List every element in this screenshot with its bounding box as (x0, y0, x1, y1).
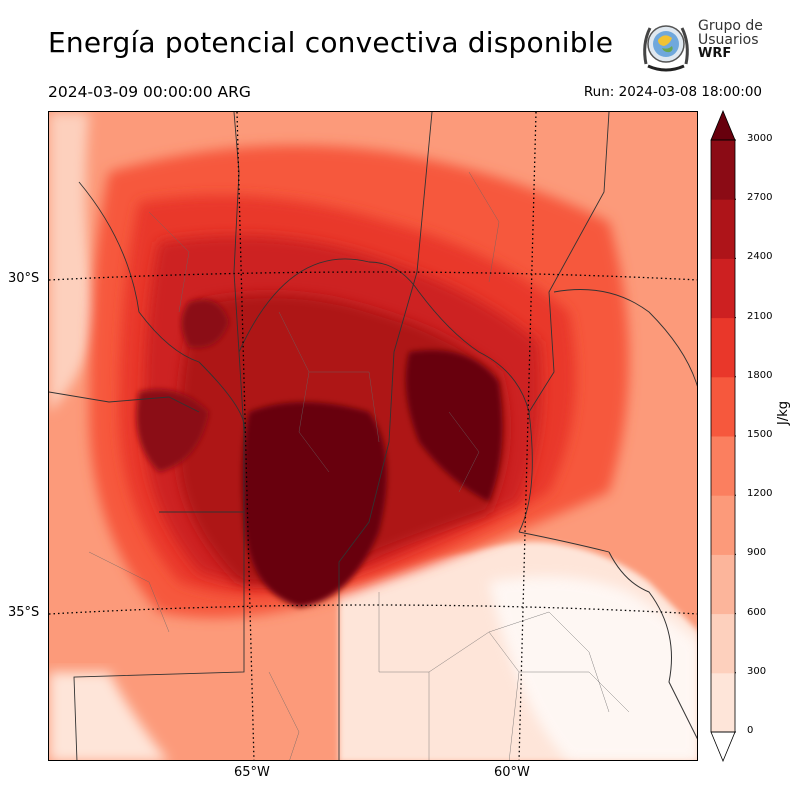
colorbar-extend-max (710, 110, 736, 141)
rio-de-la-plata-coast (608, 551, 697, 740)
wrf-user-group-logo: Grupo de Usuarios WRF (638, 14, 768, 78)
colorbar-band (711, 613, 735, 674)
colorbar-tick-label: 0 (747, 725, 754, 736)
colorbar-tick-label: 2100 (747, 310, 773, 322)
colorbar-band (711, 199, 735, 259)
colorbar-tick-label: 3000 (747, 133, 773, 144)
lon-label-60w: 60°W (494, 765, 530, 780)
cape-field (49, 112, 697, 760)
run-time: Run: 2024-03-08 18:00:00 (583, 84, 762, 100)
colorbar-tick-label: 2400 (747, 251, 773, 263)
lat-label-30s: 30°S (8, 271, 40, 286)
valid-time: 2024-03-09 00:00:00 ARG (48, 83, 251, 101)
colorbar-tick-label: 1800 (747, 369, 773, 381)
colorbar-tick-label: 300 (747, 665, 767, 677)
colorbar-tick-label: 600 (747, 606, 767, 618)
minimal-cape-southeast (489, 576, 697, 760)
low-cape-southwest (49, 672, 168, 760)
logo-line-1: Grupo de (698, 18, 763, 34)
colorbar-band (711, 258, 735, 319)
logo-line-3: WRF (698, 46, 732, 61)
colorbar-band (711, 140, 735, 200)
colorbar-band (711, 376, 735, 437)
colorbar-tick-label: 900 (747, 547, 767, 559)
colorbar-band (711, 436, 735, 496)
cape-max-northwest (181, 299, 229, 348)
logo-line-2: Usuarios (698, 32, 759, 48)
colorbar-tick-label: 1200 (747, 488, 773, 500)
colorbar-extend-min (710, 731, 736, 762)
colorbar-band (711, 672, 735, 733)
chart-title: Energía potencial convectiva disponible (48, 26, 614, 59)
cape-max-east (405, 350, 503, 502)
department-boundaries (88, 171, 630, 760)
lat-label-35s: 35°S (8, 605, 40, 620)
colorbar-unit: J/kg (776, 401, 791, 425)
graticule (49, 112, 697, 760)
colorbar (710, 110, 736, 762)
cape-max-central (242, 402, 387, 607)
colorbar-band (711, 554, 735, 615)
colorbar-band (711, 495, 735, 555)
cape-map (48, 111, 698, 761)
low-cape-west (49, 112, 99, 412)
colorbar-band (711, 317, 735, 378)
colorbar-tick-label: 2700 (747, 192, 773, 204)
globe-emblem-icon (643, 25, 689, 72)
lon-label-65w: 65°W (234, 765, 270, 780)
colorbar-tick-label: 1500 (747, 429, 773, 440)
cape-max-west (136, 389, 209, 472)
